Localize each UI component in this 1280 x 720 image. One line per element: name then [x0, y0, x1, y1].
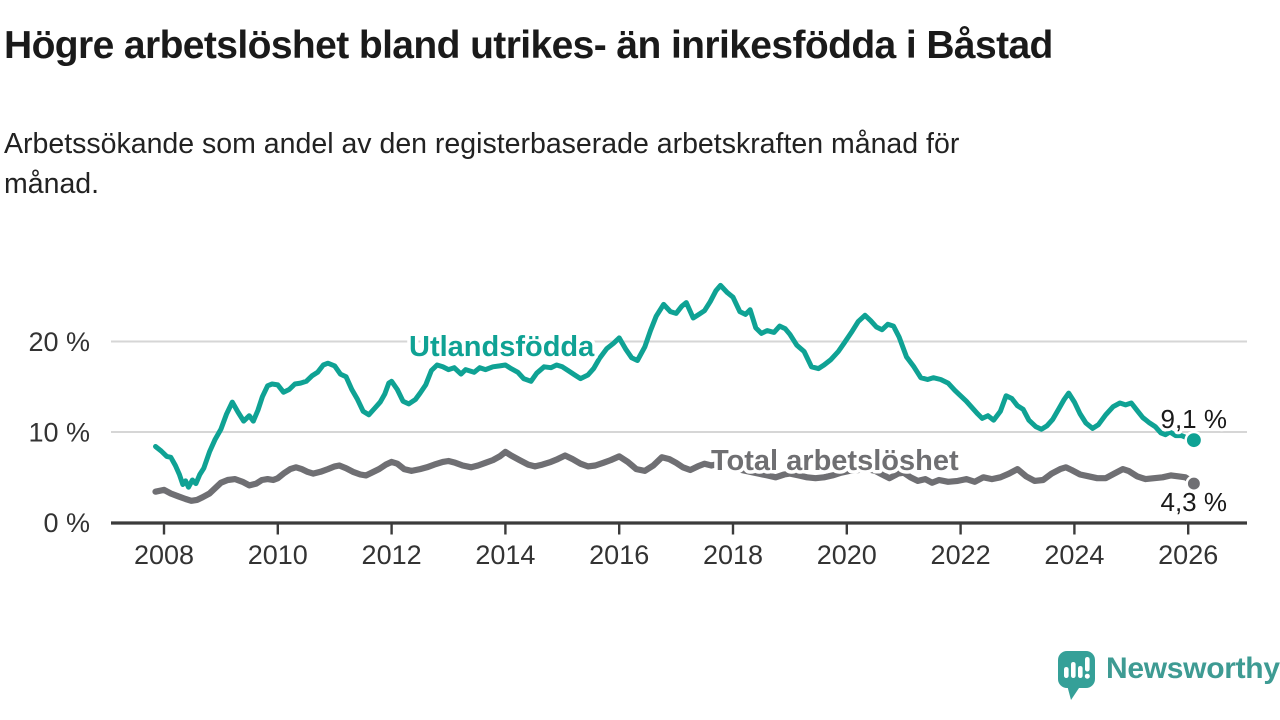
series-label-total-arbetsl-shet: Total arbetslöshet	[711, 445, 959, 477]
newsworthy-brand-text: Newsworthy	[1106, 652, 1280, 685]
y-axis-label-0: 0 %	[43, 508, 90, 538]
x-axis-label-2024: 2024	[1044, 540, 1104, 570]
series-label-utlandsf-dda: Utlandsfödda	[409, 331, 595, 363]
newsworthy-logo: Newsworthy	[1057, 650, 1280, 702]
x-axis-label-2008: 2008	[134, 540, 194, 570]
chart-subtitle: Arbetssökande som andel av den registerb…	[4, 124, 1224, 204]
newsworthy-speech-bubble-icon	[1058, 651, 1095, 700]
x-axis-label-2010: 2010	[248, 540, 308, 570]
series-line-total-arbetsl-shet	[152, 448, 1197, 504]
x-axis-label-2014: 2014	[475, 540, 535, 570]
y-axis-label-10: 10 %	[28, 418, 90, 448]
end-value-label-utlandsf-dda: 9,1 %	[1161, 404, 1228, 434]
page-title: Högre arbetslöshet bland utrikes- än inr…	[4, 24, 1053, 67]
x-axis-label-2012: 2012	[362, 540, 422, 570]
x-axis-label-2026: 2026	[1158, 540, 1218, 570]
subtitle-line-1: Arbetssökande som andel av den registerb…	[4, 128, 960, 160]
x-axis-label-2018: 2018	[703, 540, 763, 570]
series-end-dot-utlandsf-dda	[1184, 430, 1204, 450]
x-axis-label-2020: 2020	[817, 540, 877, 570]
x-axis-label-2016: 2016	[589, 540, 649, 570]
series-line-utlandsf-dda	[153, 282, 1197, 490]
y-axis-label-20: 20 %	[28, 327, 90, 357]
end-value-label-total-arbetsl-shet: 4,3 %	[1161, 487, 1228, 517]
subtitle-line-2: månad.	[4, 168, 100, 200]
series-end-dot-total-arbetsl-shet	[1185, 475, 1203, 493]
x-axis-label-2022: 2022	[931, 540, 991, 570]
